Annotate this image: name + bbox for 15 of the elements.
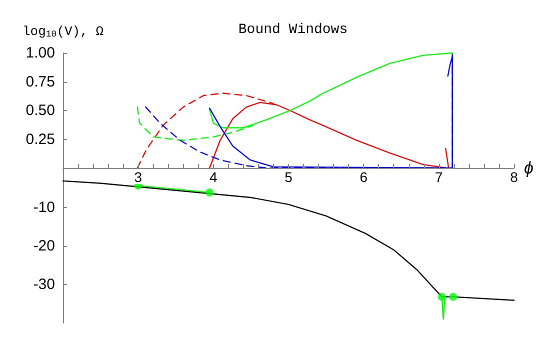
y-tick-label: 0.75 — [26, 73, 55, 90]
x-tick-label: 8 — [510, 169, 518, 185]
y-tick-label: 1.00 — [26, 44, 55, 62]
x-tick-label: 6 — [360, 169, 368, 185]
y-tick-label: -30 — [33, 276, 55, 293]
y-tick-label: 0.25 — [26, 130, 55, 148]
y-tick-label: -10 — [33, 199, 55, 216]
y-tick-label: 0.50 — [26, 102, 55, 119]
x-axis-title: ϕ — [524, 158, 534, 178]
x-tick-label: 4 — [209, 169, 218, 185]
chart-title: Bound Windows — [238, 22, 348, 38]
x-tick-label: 5 — [284, 169, 293, 185]
y-tick-label: -20 — [33, 238, 55, 254]
x-tick-label: 3 — [134, 169, 142, 185]
x-tick-label: 7 — [434, 169, 443, 185]
